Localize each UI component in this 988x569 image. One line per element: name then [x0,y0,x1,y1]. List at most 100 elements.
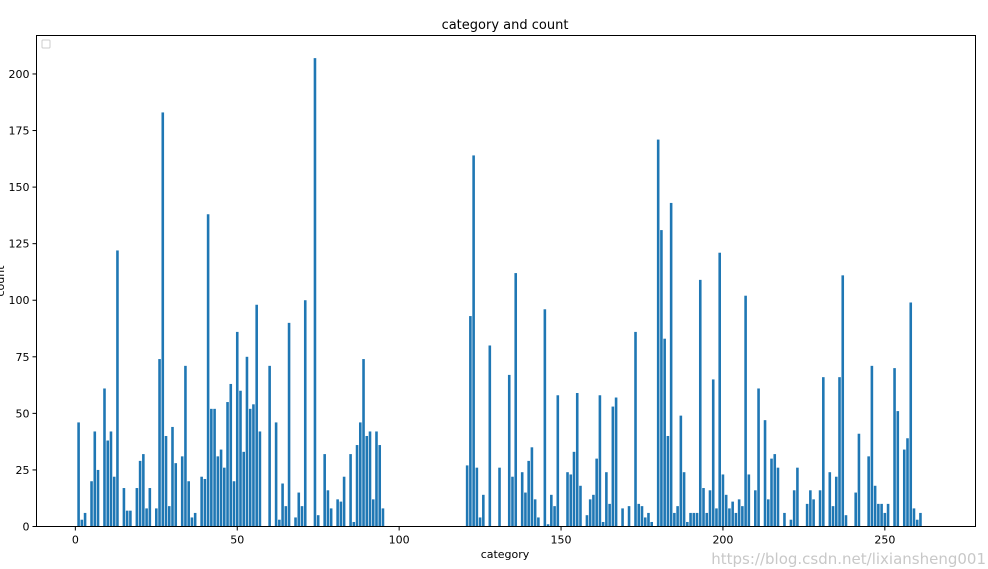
bar [637,503,641,527]
bar [316,515,320,527]
bar [572,451,576,527]
bar [381,508,385,527]
bar [368,431,372,527]
bar [313,58,317,527]
bar [537,517,540,527]
bar [595,458,598,527]
bar [857,433,861,527]
bar [686,521,689,527]
bar [200,476,203,527]
bar [634,331,637,527]
bar [524,492,527,527]
bar [158,359,161,527]
bar [550,494,553,527]
bar [605,472,608,527]
bar [773,454,777,527]
bar [122,488,126,527]
bar [692,512,696,527]
bar [912,508,916,527]
bar [349,454,352,527]
bar [721,474,725,527]
bar [556,395,560,527]
bar [164,435,168,527]
bar [469,316,472,527]
bar [287,322,291,527]
bar [754,490,757,527]
bar [669,202,673,527]
bar [252,404,255,527]
bar [355,445,359,527]
bar [592,494,595,527]
x-axis-label: category [481,548,530,561]
ticks-group: 0 50 100 150 200 250 0 25 50 75 100 125 150 175 200 [9,68,896,547]
bar [741,506,744,527]
bar [543,309,547,527]
bar [695,512,699,527]
bar [478,517,482,527]
bar [711,379,715,527]
bar [125,510,129,527]
y-tick-label: 50 [16,407,30,420]
bar [300,506,304,527]
bar [365,435,369,527]
bar [129,510,132,527]
x-tick-label: 150 [551,534,572,547]
bar [284,506,288,527]
bar [488,345,492,527]
bar [239,390,242,527]
y-tick-label: 0 [23,521,30,534]
bar [708,490,712,527]
bar [828,472,832,527]
bar [770,458,773,527]
bar [546,524,550,527]
bar [676,506,679,527]
bar [511,476,514,527]
bar [737,499,741,527]
bar [734,512,738,527]
bar [666,435,670,527]
bar [902,449,906,527]
bar [155,508,158,527]
bar [660,230,663,527]
bar [378,445,382,527]
bar [278,519,281,527]
bar [566,472,569,527]
bar [339,501,343,527]
plot-frame [36,35,976,527]
bar [689,512,692,527]
bar [465,465,469,527]
bar [210,408,213,527]
bar [507,374,511,527]
bar [579,485,582,527]
bar [203,478,207,527]
bar [718,252,721,527]
bar [682,472,686,527]
watermark: https://blog.csdn.net/lixiansheng001 [711,550,986,568]
bar [893,368,896,527]
bar [533,499,537,527]
bar [116,250,119,527]
bar [229,383,233,527]
bar [766,499,770,527]
bar [776,467,780,527]
bar [193,512,197,527]
bar [789,519,793,527]
bar [235,331,239,527]
bar [805,503,809,527]
bar [223,467,226,527]
x-tick-label: 200 [712,534,733,547]
bar [831,506,835,527]
bar [281,483,284,527]
bar [242,451,246,527]
bar [812,499,815,527]
bar [867,456,870,527]
bar [763,420,767,527]
bar [148,488,152,527]
bar [135,488,139,527]
bar [268,365,271,527]
y-tick-label: 125 [9,238,30,251]
bar [216,456,220,527]
bar [530,447,534,527]
bar [138,460,142,527]
